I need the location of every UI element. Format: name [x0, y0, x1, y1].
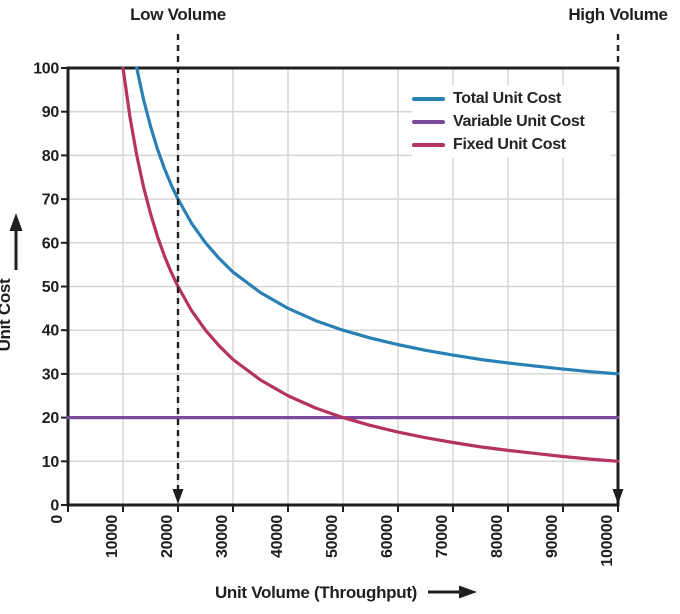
x-tick-label: 10000 — [104, 515, 121, 558]
x-tick-label: 70000 — [434, 515, 451, 558]
x-axis-arrow — [428, 585, 477, 599]
x-tick-label: 100000 — [599, 515, 616, 567]
y-tick-label: 50 — [42, 279, 60, 296]
series-total-unit-cost — [135, 66, 620, 376]
y-tick-label: 60 — [42, 235, 60, 252]
x-axis-title: Unit Volume (Throughput) — [215, 583, 417, 602]
legend-swatch-fixed-unit-cost — [412, 142, 445, 147]
legend-label-variable-unit-cost: Variable Unit Cost — [453, 112, 585, 130]
legend-item-total-unit-cost: Total Unit Cost — [412, 87, 610, 110]
legend-item-variable-unit-cost: Variable Unit Cost — [412, 110, 610, 133]
y-tick-label: 80 — [42, 148, 60, 165]
low-volume-label: Low Volume — [130, 5, 226, 24]
x-tick-label: 80000 — [489, 515, 506, 558]
y-tick-label: 100 — [33, 61, 59, 78]
y-axis-arrow — [9, 213, 23, 270]
y-tick-label: 10 — [42, 454, 60, 471]
x-tick-label: 20000 — [159, 515, 176, 558]
x-tick-label: 30000 — [214, 515, 231, 558]
x-tick-label: 90000 — [544, 515, 561, 558]
x-tick-label: 50000 — [324, 515, 341, 558]
high-volume-label: High Volume — [568, 5, 668, 24]
plot-border — [66, 66, 620, 507]
low-volume-arrowhead — [172, 489, 184, 504]
legend-swatch-total-unit-cost — [412, 96, 445, 101]
y-tick-label: 90 — [42, 104, 60, 121]
legend-item-fixed-unit-cost: Fixed Unit Cost — [412, 133, 610, 156]
y-tick-label: 70 — [42, 192, 60, 209]
legend-swatch-variable-unit-cost — [412, 119, 445, 124]
y-tick-label: 30 — [42, 366, 60, 383]
y-tick-label: 20 — [42, 410, 60, 427]
series-fixed-unit-cost — [121, 66, 620, 463]
x-tick-label: 0 — [49, 515, 66, 524]
x-tick-label: 40000 — [269, 515, 286, 558]
y-tick-label: 40 — [42, 323, 60, 340]
x-tick-label: 60000 — [379, 515, 396, 558]
y-tick-label: 0 — [50, 498, 59, 515]
high-volume-arrowhead — [612, 489, 624, 504]
legend: Total Unit Cost Variable Unit Cost Fixed… — [412, 85, 610, 158]
y-axis-title: Unit Cost — [0, 278, 14, 351]
legend-label-fixed-unit-cost: Fixed Unit Cost — [453, 135, 566, 153]
legend-label-total-unit-cost: Total Unit Cost — [453, 89, 562, 107]
